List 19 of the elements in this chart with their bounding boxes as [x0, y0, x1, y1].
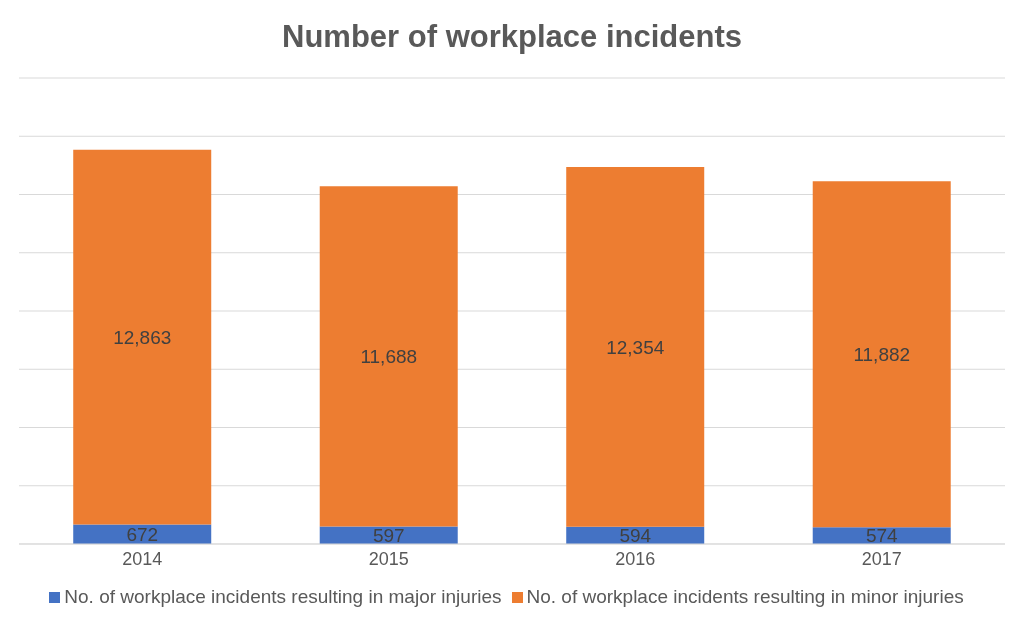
bar	[812, 181, 951, 528]
legend-label: No. of workplace incidents resulting in minor injuries	[526, 586, 964, 607]
bar	[73, 149, 212, 525]
data-label: 597	[372, 525, 405, 547]
data-label: 12,354	[606, 336, 665, 358]
data-label: 672	[126, 523, 159, 545]
data-label: 574	[865, 525, 899, 547]
bar	[319, 186, 458, 527]
x-tick-label: 2017	[861, 548, 902, 569]
x-tick-label: 2016	[615, 548, 656, 569]
data-label: 12,863	[113, 326, 172, 348]
legend-label: No. of workplace incidents resulting in major injuries	[64, 586, 502, 607]
data-label: 11,688	[360, 346, 418, 368]
chart-title: Number of workplace incidents	[281, 19, 743, 55]
data-label: 594	[619, 525, 652, 547]
x-tick-label: 2014	[122, 548, 163, 569]
data-label: 11,882	[853, 344, 911, 365]
x-tick-label: 2015	[368, 548, 409, 569]
bar	[566, 166, 705, 527]
